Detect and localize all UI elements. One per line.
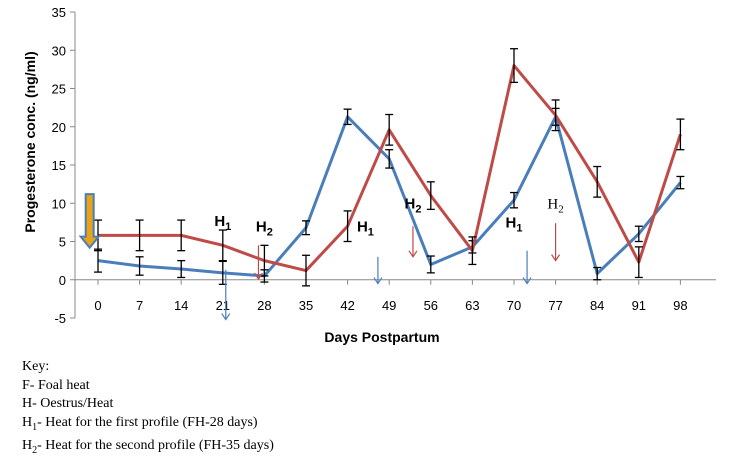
- y-tick-label: 5: [59, 235, 66, 250]
- annotation-main: H: [256, 219, 267, 236]
- error-bar-1: [135, 256, 144, 276]
- annotation-h2-c: H2: [547, 197, 563, 216]
- error-bar-1: [426, 255, 435, 274]
- y-tick-label: 35: [52, 5, 66, 20]
- arrow-head: [522, 277, 532, 285]
- annotation-main: H: [357, 219, 368, 236]
- arrow-head: [221, 313, 231, 321]
- error-bar-2: [343, 210, 352, 243]
- key-line-foal-heat: F- Foal heat: [22, 377, 90, 393]
- error-bar-2: [260, 244, 269, 277]
- chart-key: Key: F- Foal heat H- Oestrus/Heat H1- He…: [22, 358, 274, 460]
- key-title: Key:: [22, 359, 50, 374]
- x-tick-label: 70: [507, 298, 521, 313]
- annotation-sub: 1: [516, 223, 522, 235]
- blue-arrow-21: [221, 269, 231, 321]
- x-tick-labels: 0 7 14 21 28 35 42 49 56 63 70 77 84 91 98: [94, 298, 687, 313]
- annotation-h1-c: H1: [506, 215, 523, 235]
- blue-arrow-47: [373, 256, 383, 285]
- error-bar-1: [593, 266, 602, 281]
- annotation-h2-b: H2: [404, 196, 421, 216]
- x-tick-label: 21: [216, 298, 230, 313]
- error-bar-1: [676, 175, 685, 190]
- error-bar-2: [218, 229, 227, 262]
- annotation-main: H: [214, 213, 225, 230]
- error-bar-2: [468, 236, 477, 266]
- foal-heat-marker: [78, 193, 101, 250]
- y-tick-label: -5: [54, 311, 66, 326]
- arrow-head: [551, 254, 561, 262]
- chart-series: [94, 48, 685, 287]
- x-tick-label: 98: [673, 298, 687, 313]
- annotation-sub: 2: [267, 227, 273, 239]
- arrow-head: [408, 250, 418, 258]
- y-tick-label: 20: [52, 120, 66, 135]
- x-tick-label: 77: [548, 298, 562, 313]
- x-tick-label: 49: [382, 298, 396, 313]
- y-tick-label: 30: [52, 43, 66, 58]
- error-bar-1: [385, 149, 394, 169]
- red-arrow-28: [253, 245, 263, 281]
- error-bar-2: [593, 165, 602, 198]
- annotation-main: H: [506, 215, 517, 232]
- y-tick-label: 10: [52, 196, 66, 211]
- foal-heat-arrow-icon: [78, 193, 101, 250]
- x-tick-label: 14: [174, 298, 188, 313]
- annotation-main: H: [404, 196, 415, 213]
- key-line-h1: H1- Heat for the first profile (FH-28 da…: [22, 414, 258, 433]
- red-arrow-77: [551, 223, 561, 262]
- error-bar-2: [551, 99, 560, 132]
- key-line-h2: H2- Heat for the second profile (FH-35 d…: [22, 437, 274, 456]
- chart-axes: [70, 11, 716, 319]
- error-bar-1: [510, 191, 518, 209]
- arrow-head: [373, 277, 383, 285]
- error-bar-1: [343, 108, 352, 126]
- y-tick-label: 15: [52, 158, 66, 173]
- x-tick-label: 0: [94, 298, 101, 313]
- y-axis-title: Progesterone conc. (ng/ml): [22, 51, 38, 232]
- error-bar-2: [634, 246, 643, 279]
- error-bar-2: [177, 219, 186, 252]
- y-tick-label: 25: [52, 82, 66, 97]
- x-tick-label: 42: [340, 298, 354, 313]
- y-tick-label: 0: [59, 273, 66, 288]
- error-bar-2: [385, 113, 394, 146]
- y-tick-labels: -5 0 5 10 15 20 25 30 35: [52, 5, 66, 326]
- red-arrow-53: [408, 226, 418, 258]
- annotation-h2-a: H2: [256, 219, 273, 239]
- x-tick-label: 28: [257, 298, 271, 313]
- error-bar-2: [94, 219, 102, 252]
- error-bar-2: [676, 118, 685, 151]
- x-tick-label: 56: [424, 298, 438, 313]
- heat-arrows: [221, 223, 561, 321]
- x-tick-label: 7: [136, 298, 143, 313]
- blue-arrow-72: [522, 250, 532, 285]
- annotation-sub: 1: [225, 221, 231, 233]
- error-bar-2: [426, 181, 435, 211]
- arrow-head: [253, 272, 263, 281]
- annotation-h1-a: H1: [214, 213, 231, 233]
- error-bar-2: [302, 254, 310, 287]
- error-bar-2: [510, 48, 518, 84]
- x-tick-label: 84: [590, 298, 604, 313]
- x-tick-label: 63: [465, 298, 479, 313]
- key-line-heat: H- Oestrus/Heat: [22, 396, 114, 411]
- error-bar-1: [177, 259, 186, 279]
- x-tick-label: 35: [299, 298, 313, 313]
- annotation-sub: 2: [415, 204, 421, 216]
- x-tick-label: 91: [632, 298, 646, 313]
- annotation-h1-b: H1: [357, 219, 374, 239]
- error-bar-1: [634, 225, 643, 243]
- error-bar-2: [135, 219, 144, 252]
- x-axis-title: Days Postpartum: [324, 329, 439, 345]
- annotation-sub: 2: [558, 204, 564, 216]
- annotation-main: H: [547, 197, 558, 213]
- annotation-sub: 1: [368, 227, 374, 239]
- error-bar-1: [302, 220, 310, 236]
